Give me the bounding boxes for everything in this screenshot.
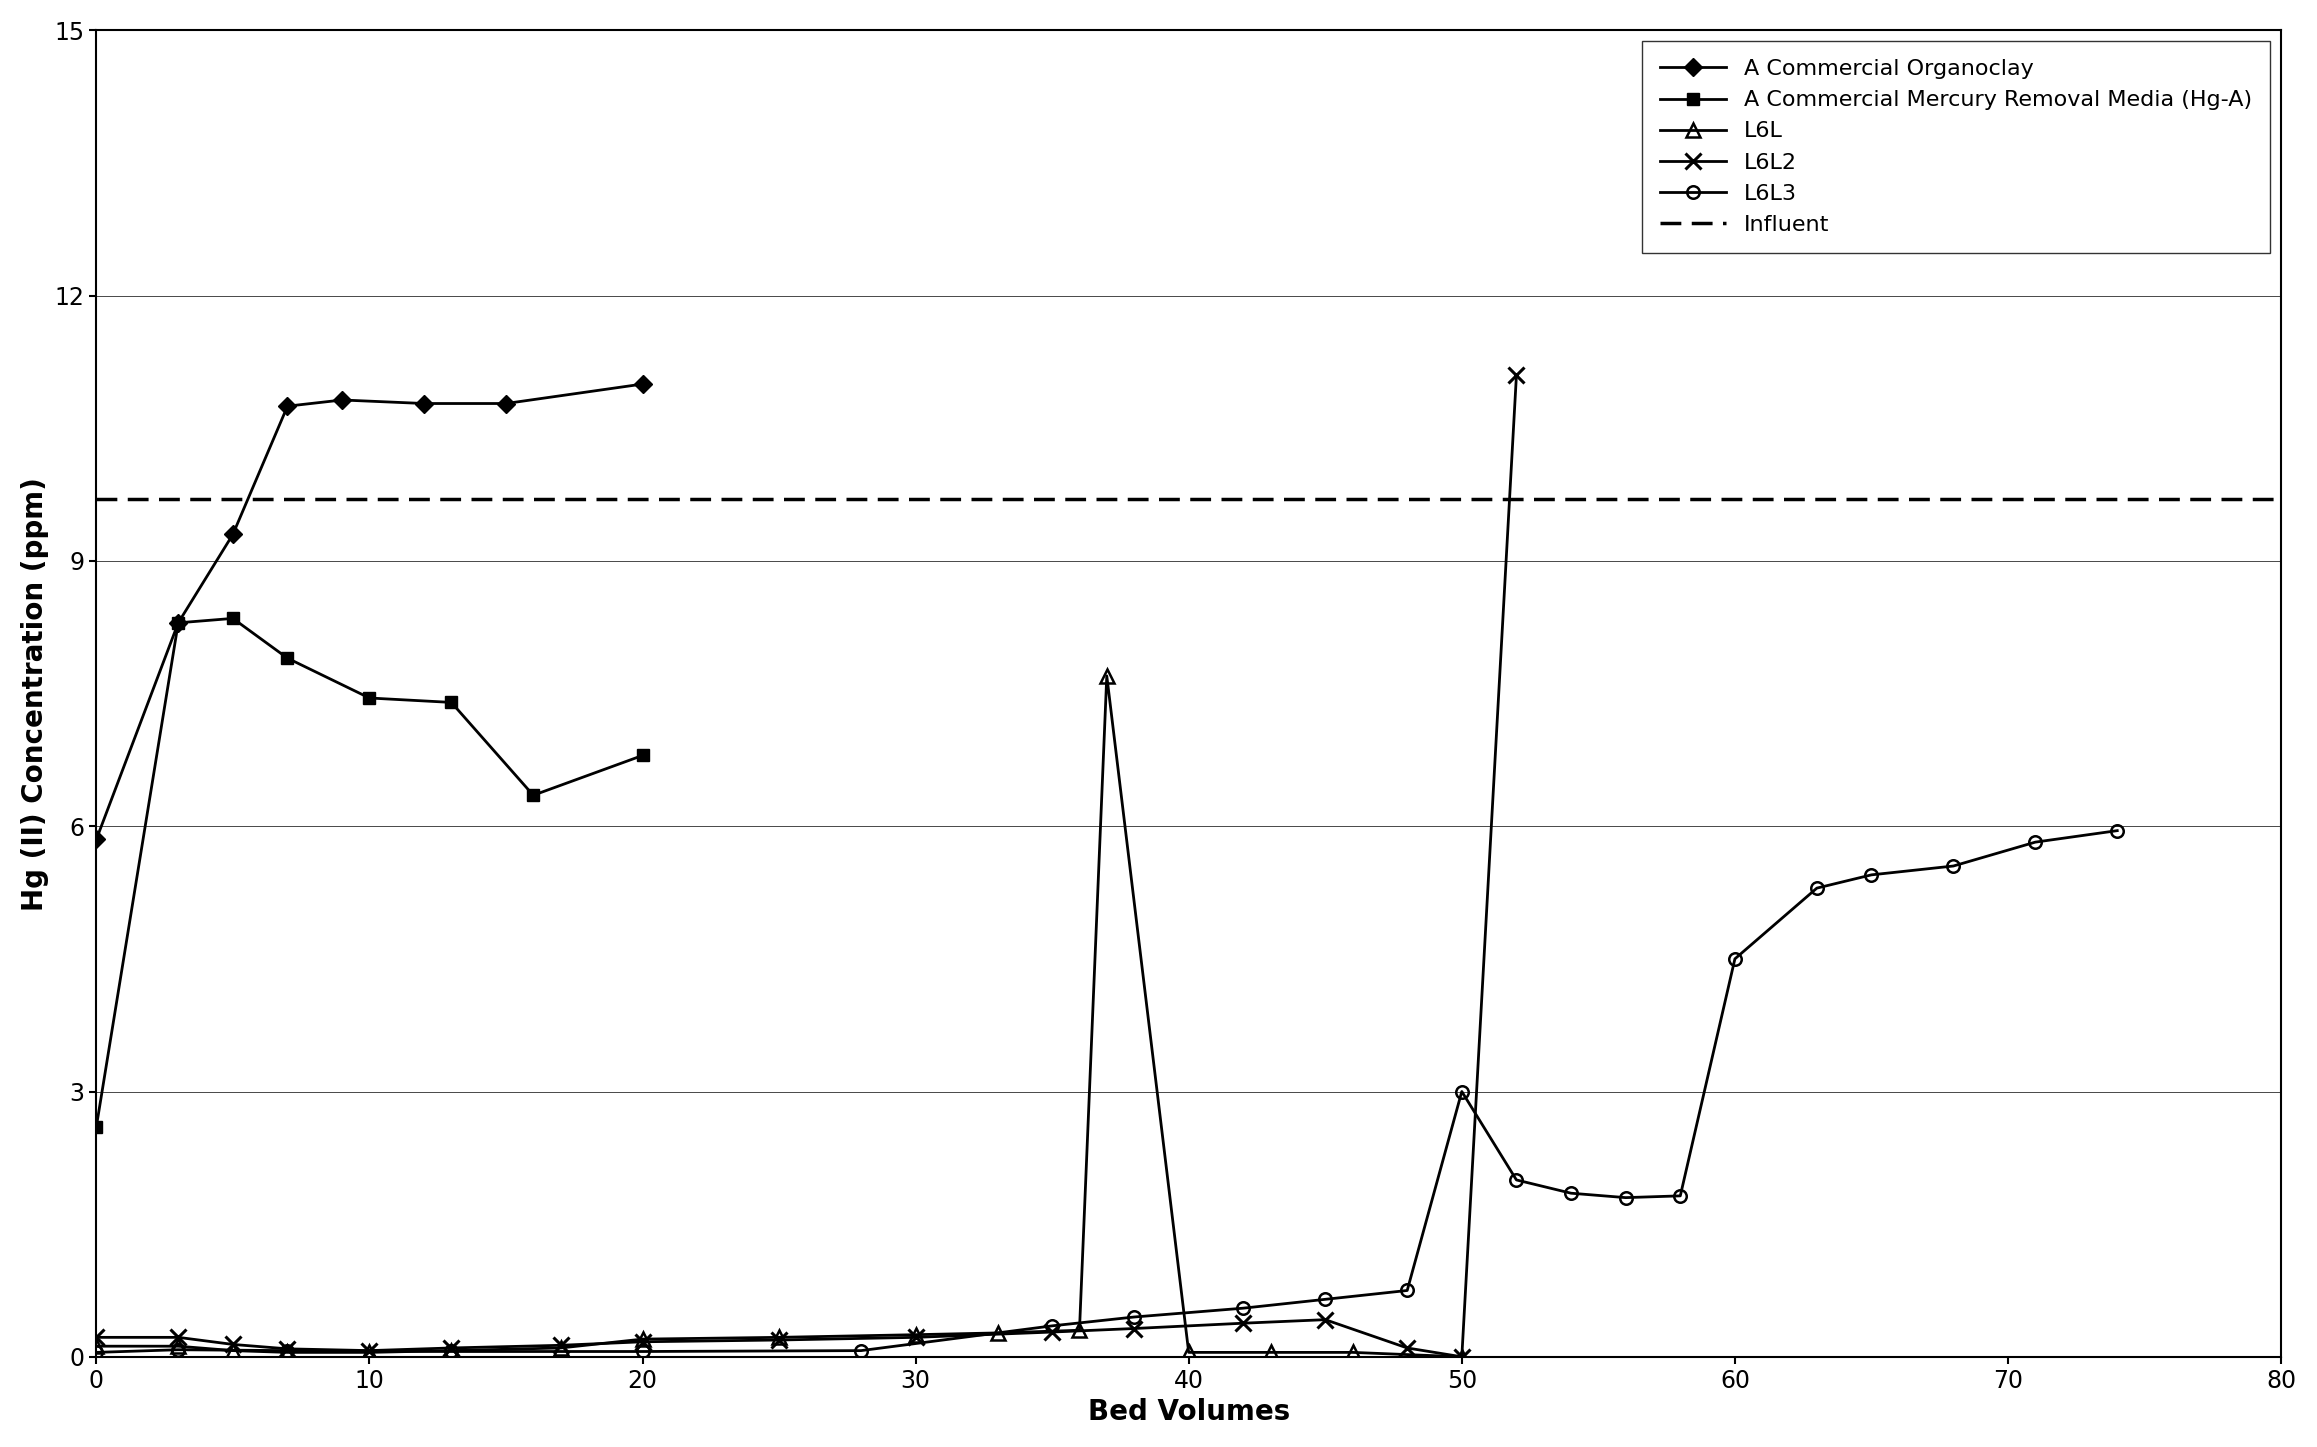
L6L3 [1722, 951, 1749, 968]
A Commercial Organoclay [83, 831, 111, 848]
L6L2 [273, 1340, 301, 1357]
L6L [355, 1344, 382, 1362]
L6L [83, 1337, 111, 1354]
A Commercial Mercury Removal Media (Hg-A) [628, 747, 656, 764]
L6L3 [1666, 1187, 1694, 1204]
A Commercial Organoclay [273, 398, 301, 415]
L6L [165, 1337, 192, 1354]
L6L [985, 1324, 1013, 1341]
L6L3 [1803, 880, 1830, 897]
A Commercial Mercury Removal Media (Hg-A) [165, 614, 192, 631]
A Commercial Organoclay [329, 391, 357, 408]
Line: A Commercial Organoclay: A Commercial Organoclay [90, 378, 649, 845]
A Commercial Organoclay [628, 375, 656, 392]
L6L3 [1230, 1299, 1258, 1317]
L6L [1094, 667, 1121, 684]
Line: L6L2: L6L2 [88, 368, 1525, 1365]
L6L2 [628, 1333, 656, 1350]
L6L3 [1939, 857, 1967, 874]
L6L [438, 1341, 466, 1359]
A Commercial Organoclay [491, 395, 519, 412]
L6L3 [1393, 1282, 1420, 1299]
L6L2 [1230, 1314, 1258, 1331]
L6L3 [1858, 867, 1886, 884]
L6L [1066, 1321, 1094, 1338]
L6L3 [438, 1343, 466, 1360]
L6L3 [1311, 1291, 1339, 1308]
Y-axis label: Hg (II) Concentration (ppm): Hg (II) Concentration (ppm) [21, 476, 49, 910]
L6L3 [1613, 1189, 1640, 1207]
L6L2 [83, 1328, 111, 1346]
L6L [547, 1340, 575, 1357]
L6L [1339, 1344, 1367, 1362]
L6L3 [165, 1341, 192, 1359]
A Commercial Organoclay [410, 395, 438, 412]
L6L3 [2020, 833, 2048, 851]
L6L [273, 1344, 301, 1362]
Line: L6L3: L6L3 [90, 825, 2122, 1359]
X-axis label: Bed Volumes: Bed Volumes [1087, 1398, 1291, 1427]
L6L [1256, 1344, 1284, 1362]
L6L2 [1501, 366, 1529, 383]
L6L3 [2104, 822, 2132, 839]
L6L2 [765, 1331, 792, 1349]
L6L2 [165, 1328, 192, 1346]
L6L3 [1557, 1185, 1585, 1202]
A Commercial Mercury Removal Media (Hg-A) [519, 787, 547, 805]
A Commercial Mercury Removal Media (Hg-A) [220, 609, 248, 627]
L6L2 [1311, 1311, 1339, 1328]
A Commercial Mercury Removal Media (Hg-A) [273, 650, 301, 667]
A Commercial Organoclay [220, 525, 248, 543]
Line: L6L: L6L [90, 669, 1469, 1363]
L6L [901, 1325, 929, 1343]
L6L [1175, 1344, 1203, 1362]
L6L2 [1448, 1349, 1476, 1366]
L6L3 [83, 1344, 111, 1362]
L6L3 [273, 1341, 301, 1359]
L6L [765, 1328, 792, 1346]
L6L2 [547, 1337, 575, 1354]
L6L3 [1501, 1171, 1529, 1188]
L6L [1448, 1349, 1476, 1366]
L6L2 [901, 1328, 929, 1346]
Legend: A Commercial Organoclay, A Commercial Mercury Removal Media (Hg-A), L6L, L6L2, L: A Commercial Organoclay, A Commercial Me… [1643, 42, 2271, 253]
A Commercial Organoclay [165, 614, 192, 631]
L6L2 [220, 1336, 248, 1353]
Line: A Commercial Mercury Removal Media (Hg-A): A Commercial Mercury Removal Media (Hg-A… [90, 612, 649, 1133]
L6L2 [355, 1341, 382, 1359]
L6L3 [1448, 1082, 1476, 1100]
L6L3 [848, 1341, 876, 1359]
L6L [220, 1341, 248, 1359]
L6L3 [1038, 1317, 1066, 1334]
L6L3 [628, 1343, 656, 1360]
L6L3 [1119, 1308, 1147, 1325]
L6L2 [1393, 1340, 1420, 1357]
L6L2 [1119, 1320, 1147, 1337]
A Commercial Mercury Removal Media (Hg-A) [83, 1119, 111, 1136]
L6L [628, 1330, 656, 1347]
A Commercial Mercury Removal Media (Hg-A) [355, 689, 382, 706]
L6L2 [438, 1340, 466, 1357]
L6L2 [1038, 1324, 1066, 1341]
A Commercial Mercury Removal Media (Hg-A) [438, 693, 466, 710]
